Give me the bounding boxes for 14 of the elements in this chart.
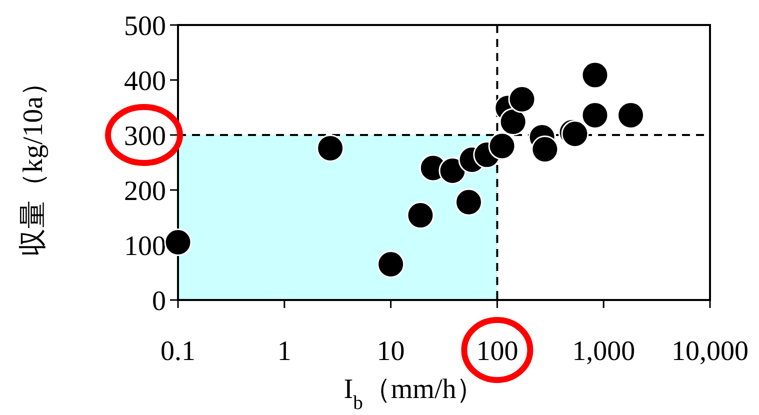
x-tick-label: 0.1 bbox=[160, 336, 196, 367]
y-axis-title: 収量（kg/10a） bbox=[18, 68, 49, 257]
x-tick-label: 1,000 bbox=[572, 336, 636, 367]
x-axis-title: I$_{b}$（mm/h） bbox=[344, 374, 484, 414]
x-tick-label: 10,000 bbox=[672, 336, 748, 367]
y-tick-label: 200 bbox=[124, 176, 166, 207]
y-tick-label: 0 bbox=[152, 286, 166, 317]
y-tick-label: 400 bbox=[124, 66, 166, 97]
y-tick-label: 100 bbox=[124, 230, 166, 262]
y-tick-label: 500 bbox=[124, 10, 166, 42]
x-tick-label: 100 bbox=[476, 336, 518, 367]
x-tick-label: 10 bbox=[376, 336, 405, 367]
y-tick-label: 300 bbox=[124, 120, 166, 152]
x-tick-label: 1 bbox=[277, 336, 292, 367]
